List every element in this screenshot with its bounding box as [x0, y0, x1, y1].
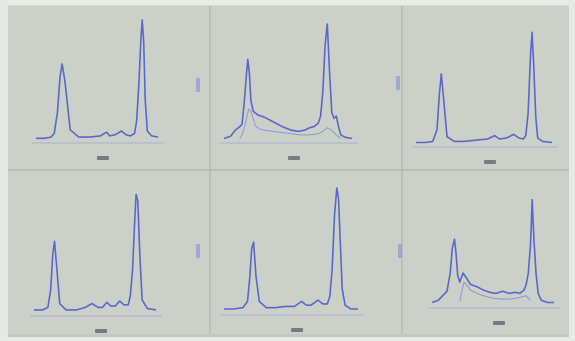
- photo-frame-bottom: [0, 337, 575, 341]
- caption-mark-top-middle: [288, 156, 300, 160]
- photo-frame-right: [569, 0, 575, 341]
- trace-line-bottom-right-1: [431, 198, 554, 304]
- trace-line-top-middle-1: [223, 23, 353, 140]
- chromatogram-panel-bottom-left: [30, 193, 162, 333]
- caption-mark-bottom-left: [95, 329, 107, 333]
- panel-background-bottom-left: [8, 170, 210, 334]
- photo-frame-left: [0, 0, 8, 341]
- chromatogram-panel-bottom-right: [428, 198, 560, 325]
- chromatogram-panel-top-left: [32, 19, 164, 160]
- photo-frame-top: [0, 0, 575, 5]
- chromatogram-panel-top-middle: [220, 23, 358, 160]
- side-marker-4: [398, 244, 402, 258]
- panel-background-top-right: [402, 6, 569, 170]
- trace-line-bottom-right-2: [459, 281, 531, 302]
- caption-mark-top-right: [484, 160, 496, 164]
- trace-line-bottom-middle-1: [224, 187, 358, 310]
- chromatogram-panel-top-right: [412, 31, 558, 164]
- trace-line-bottom-left-1: [34, 193, 157, 311]
- caption-mark-bottom-right: [493, 321, 505, 325]
- panel-background-bottom-middle: [210, 170, 402, 334]
- caption-mark-bottom-middle: [291, 328, 303, 332]
- panel-background-top-left: [8, 6, 210, 170]
- side-marker-2: [396, 76, 400, 90]
- trace-line-top-right-1: [416, 31, 553, 144]
- panel-background-bottom-right: [402, 170, 569, 334]
- side-marker-3: [196, 244, 200, 258]
- chromatogram-panel-bottom-middle: [220, 187, 364, 332]
- caption-mark-top-left: [97, 156, 109, 160]
- trace-line-top-left-1: [36, 19, 159, 140]
- side-marker-1: [196, 78, 200, 92]
- trace-line-top-middle-2: [239, 108, 342, 139]
- panel-background-top-middle: [210, 6, 402, 170]
